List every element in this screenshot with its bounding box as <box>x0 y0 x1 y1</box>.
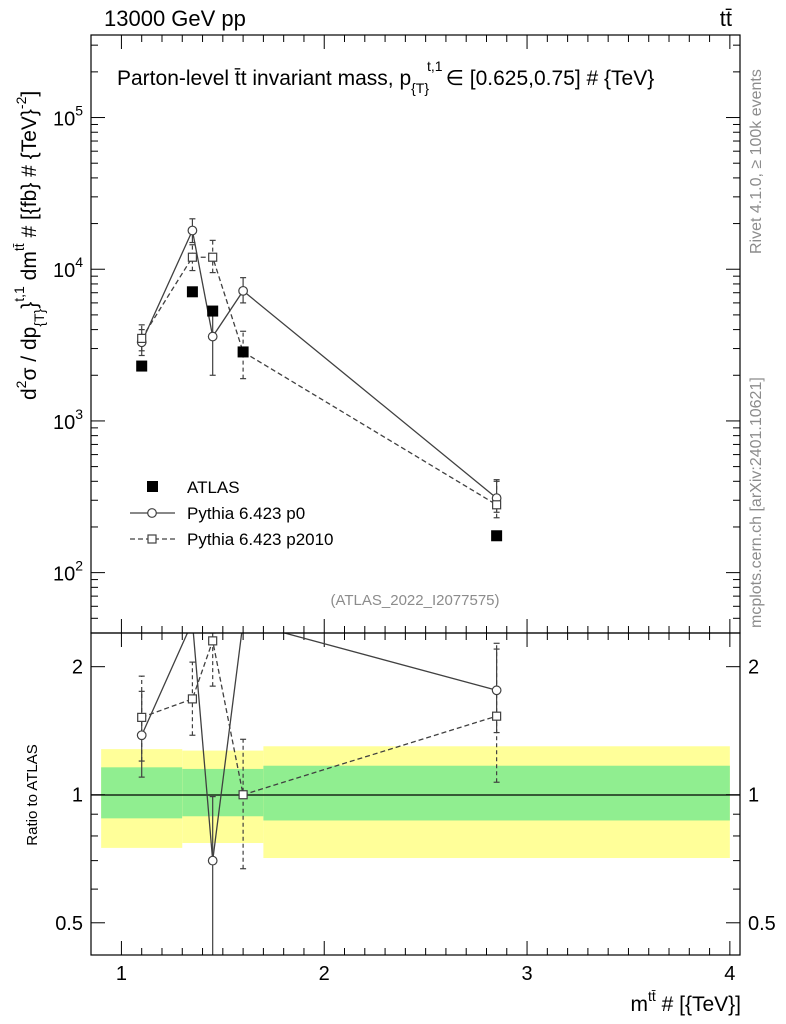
title-tail: ∈ [0.625,0.75] # {TeV} <box>446 67 655 90</box>
side-label-rivet: Rivet 4.1.0, ≥ 100k events <box>748 69 765 254</box>
main-ylabel: d2σ / dp{T}}t,1 dmtt̄ # [{fb} # {TeV}-2] <box>11 91 47 400</box>
x-tick-label: 2 <box>319 963 330 985</box>
title-main: Parton-level t̄t invariant mass, p <box>117 67 411 90</box>
x-tick-label: 3 <box>521 963 532 985</box>
legend-atlas-label: ATLAS <box>187 478 240 497</box>
ylabel-units: # [{fb} # {TeV} <box>18 109 41 243</box>
side-label-mcplots: mcplots.cern.ch [arXiv:2401.10621] <box>748 377 765 628</box>
p2010-point <box>208 252 218 262</box>
ratio-p2010-point <box>238 790 248 800</box>
y-tick-label: 104 <box>53 254 83 282</box>
ratio-y-tick-label-right: 2 <box>748 657 759 679</box>
xlabel-m: m <box>630 993 648 1016</box>
header-right: tt̄ <box>720 6 732 31</box>
legend-p2010-label: Pythia 6.423 p2010 <box>187 530 334 549</box>
ratio-p2010-point <box>137 712 147 722</box>
ratio-bands <box>101 746 730 859</box>
ratio-ticks: 0.5 0.5 1 1 2 2 1 2 3 4 <box>55 633 776 985</box>
legend-p0-label: Pythia 6.423 p0 <box>187 504 305 523</box>
ratio-panel: 0.5 0.5 1 1 2 2 1 2 3 4 Ratio to ATLAS mtt̄ # [{T… <box>24 618 776 1016</box>
y-tick-label: 102 <box>53 558 83 586</box>
ratio-p0-point <box>188 618 197 627</box>
p0-point <box>238 285 249 296</box>
ylabel-two: 2 <box>13 380 29 388</box>
y-tick-label: 105 <box>53 103 83 131</box>
legend-p2010-marker <box>147 534 157 544</box>
ratio-p0-point <box>207 855 218 866</box>
xlabel-sup: tt̄ <box>648 988 656 1004</box>
ratio-p0-point <box>491 685 502 696</box>
x-tick-label: 1 <box>116 963 127 985</box>
ylabel-sigma: σ / dp <box>18 327 41 381</box>
ylabel-brace: } <box>18 302 41 309</box>
ylabel-dm: dm <box>18 251 41 286</box>
p2010-point <box>187 252 198 262</box>
ylabel-sup-t1: t,1 <box>11 286 27 302</box>
ratio-y-tick-label-right: 0.5 <box>748 913 776 935</box>
atlas-point <box>136 360 148 372</box>
ratio-p0-point <box>239 618 248 627</box>
xlabel-rest: # [{TeV}] <box>656 993 741 1016</box>
ratio-y-tick-label-left: 0.5 <box>55 913 83 935</box>
main-panel: 102 103 104 105 Parton-level t̄t invariant … <box>11 34 741 634</box>
ylabel-units-sup: -2 <box>13 96 29 109</box>
legend: ATLAS Pythia 6.423 p0 Pythia 6.423 p2010 <box>130 478 334 549</box>
y-tick-label: 103 <box>53 406 83 434</box>
ylabel-subT: {T} <box>31 308 47 326</box>
p0-point <box>187 225 198 236</box>
ylabel-sup-tt: tt̄ <box>11 243 27 251</box>
ylabel-d: d <box>18 388 41 400</box>
ratio-marks <box>136 618 502 955</box>
ylabel-units-close: ] <box>18 91 41 97</box>
ratio-p2010-point <box>187 694 198 704</box>
ratio-y-tick-label-left: 1 <box>72 785 83 807</box>
atlas-point <box>207 305 219 317</box>
p2010-point <box>137 333 147 343</box>
atlas-point <box>186 286 198 298</box>
p0-point <box>207 331 218 342</box>
ratio-frame <box>90 632 741 956</box>
ratio-y-tick-label-left: 2 <box>72 657 83 679</box>
x-tick-label: 4 <box>724 963 735 985</box>
header-left: 13000 GeV pp <box>104 6 246 31</box>
analysis-watermark: (ATLAS_2022_I2077575) <box>330 592 499 609</box>
main-marks <box>136 218 503 542</box>
ratio-y-tick-label-right: 1 <box>748 785 759 807</box>
title-sub: {T} <box>411 80 429 96</box>
ratio-ylabel: Ratio to ATLAS <box>24 744 41 845</box>
main-ticks: 102 103 104 105 <box>53 35 740 634</box>
ratio-p2010-point <box>492 711 502 721</box>
main-title: Parton-level t̄t invariant mass, p{T} t,1… <box>117 58 654 96</box>
title-sup: t,1 <box>427 58 443 74</box>
atlas-point <box>237 346 249 358</box>
atlas-point <box>491 530 503 542</box>
ratio-p0-point <box>136 730 147 741</box>
ratio-p2010-point <box>208 636 218 646</box>
legend-atlas-marker <box>147 481 158 492</box>
ratio-xlabel: mtt̄ # [{TeV}] <box>630 988 741 1016</box>
p2010-point <box>492 500 502 510</box>
legend-p0-marker <box>147 508 157 518</box>
